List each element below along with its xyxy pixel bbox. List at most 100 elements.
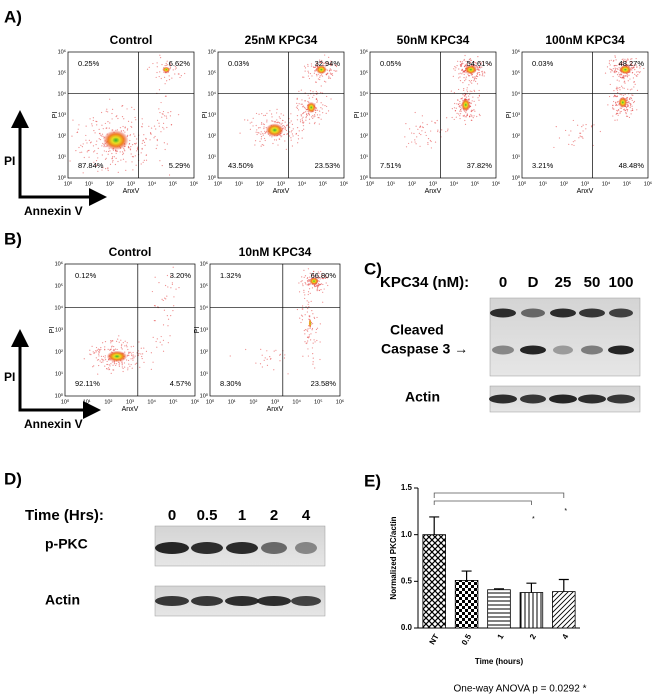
event-dot bbox=[309, 90, 312, 92]
event-dot bbox=[472, 63, 474, 66]
event-dot bbox=[140, 163, 142, 165]
event-dot bbox=[456, 112, 458, 114]
event-dot bbox=[315, 70, 317, 72]
event-dot bbox=[299, 119, 302, 121]
event-dot bbox=[618, 74, 621, 76]
event-dot bbox=[568, 134, 570, 136]
event-dot bbox=[300, 103, 302, 105]
event-dot bbox=[107, 167, 109, 169]
event-dot bbox=[171, 283, 173, 286]
event-dot bbox=[107, 168, 109, 170]
event-dot bbox=[473, 77, 475, 79]
event-dot bbox=[317, 116, 319, 119]
event-dot bbox=[286, 133, 289, 135]
event-dot bbox=[315, 90, 317, 93]
event-dot bbox=[321, 59, 323, 62]
event-dot bbox=[112, 364, 114, 366]
event-dot bbox=[319, 323, 321, 325]
event-dot bbox=[133, 133, 135, 135]
event-dot bbox=[313, 275, 315, 277]
event-dot bbox=[132, 357, 134, 359]
event-dot bbox=[263, 126, 265, 128]
event-dot bbox=[453, 68, 455, 70]
event-dot bbox=[285, 129, 288, 132]
event-dot bbox=[463, 66, 466, 68]
event-dot bbox=[302, 105, 304, 107]
event-dot bbox=[310, 339, 312, 341]
event-dot bbox=[620, 76, 622, 79]
event-dot bbox=[252, 117, 254, 119]
event-dot bbox=[476, 83, 479, 85]
event-dot bbox=[313, 270, 315, 272]
y-tick-label: 10⁰ bbox=[55, 392, 64, 399]
event-dot bbox=[316, 100, 319, 102]
x-axis-label: AnxV bbox=[577, 188, 594, 195]
event-dot bbox=[469, 81, 471, 83]
event-dot bbox=[167, 318, 170, 320]
event-dot bbox=[174, 73, 176, 75]
event-dot bbox=[166, 295, 168, 297]
y-tick-label: 10² bbox=[208, 133, 216, 139]
event-dot bbox=[459, 60, 461, 63]
event-dot bbox=[312, 274, 314, 276]
x-tick-label: 10² bbox=[560, 181, 568, 187]
event-dot bbox=[104, 348, 106, 350]
event-dot bbox=[92, 366, 94, 368]
event-dot bbox=[169, 61, 171, 64]
event-dot bbox=[314, 285, 316, 287]
event-dot bbox=[619, 111, 621, 113]
event-dot bbox=[474, 110, 476, 112]
event-dot bbox=[273, 369, 275, 371]
event-dot bbox=[174, 66, 176, 68]
event-dot bbox=[166, 126, 168, 129]
event-dot bbox=[292, 128, 294, 130]
event-dot bbox=[470, 79, 473, 82]
event-dot bbox=[477, 72, 479, 74]
y-tick-label: 10⁶ bbox=[360, 48, 368, 55]
event-dot bbox=[616, 79, 618, 81]
x-tick-label: 10⁶ bbox=[191, 398, 199, 405]
event-dot bbox=[166, 315, 168, 317]
event-dot bbox=[88, 149, 90, 151]
event-dot bbox=[166, 60, 168, 62]
event-dot bbox=[163, 142, 165, 144]
event-dot bbox=[102, 342, 104, 344]
event-dot bbox=[306, 114, 308, 116]
event-dot bbox=[104, 365, 106, 367]
event-dot bbox=[171, 77, 173, 79]
event-dot bbox=[101, 145, 103, 147]
event-dot bbox=[158, 89, 161, 91]
y-tick-label: 10¹ bbox=[55, 371, 63, 377]
quadrant-label: 92.11% bbox=[75, 379, 100, 388]
bar bbox=[519, 592, 544, 629]
event-dot bbox=[109, 98, 111, 100]
event-dot bbox=[126, 346, 128, 348]
event-dot bbox=[582, 130, 584, 132]
event-dot bbox=[304, 333, 306, 335]
event-dot bbox=[304, 341, 306, 343]
event-dot bbox=[129, 133, 131, 136]
event-dot bbox=[260, 348, 262, 351]
event-dot bbox=[280, 136, 282, 138]
event-dot bbox=[140, 347, 142, 349]
event-dot bbox=[632, 94, 634, 96]
x-tick-label: 10⁴ bbox=[292, 398, 301, 405]
event-dot bbox=[167, 325, 169, 327]
event-dot bbox=[284, 121, 286, 123]
event-dot bbox=[260, 136, 263, 138]
event-dot bbox=[308, 334, 310, 336]
event-dot bbox=[308, 118, 311, 120]
event-dot bbox=[459, 100, 461, 103]
event-dot bbox=[136, 150, 138, 152]
event-dot bbox=[91, 125, 93, 127]
event-dot bbox=[318, 283, 320, 285]
event-dot bbox=[249, 122, 251, 124]
event-dot bbox=[266, 358, 268, 360]
event-dot bbox=[163, 115, 166, 117]
event-dot bbox=[330, 98, 332, 100]
event-dot bbox=[626, 115, 629, 117]
event-dot bbox=[99, 360, 101, 362]
event-dot bbox=[470, 59, 473, 61]
event-dot bbox=[314, 341, 316, 343]
event-dot bbox=[129, 365, 131, 367]
